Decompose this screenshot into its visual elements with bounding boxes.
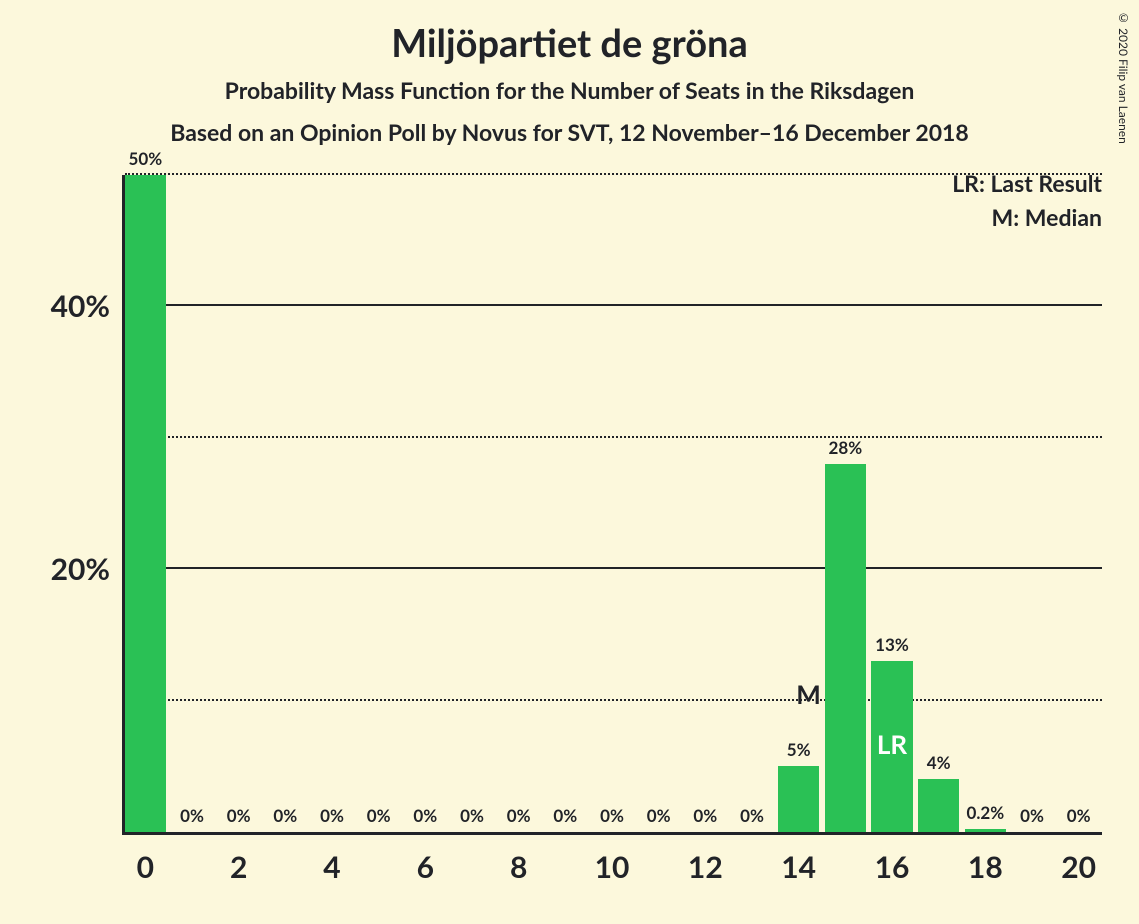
x-tick-label: 0 <box>137 849 154 885</box>
gridline <box>125 699 1102 701</box>
bar-value-label: 0% <box>320 805 344 826</box>
chart-subtitle-1: Probability Mass Function for the Number… <box>0 76 1139 104</box>
bar-value-label: 0% <box>1067 805 1091 826</box>
x-tick-label: 8 <box>510 849 527 885</box>
x-tick-label: 16 <box>875 849 910 885</box>
copyright-text: © 2020 Filip van Laenen <box>1116 10 1131 144</box>
bar-value-label: 0% <box>740 805 764 826</box>
bar <box>125 175 166 832</box>
bar <box>918 779 959 832</box>
bar <box>965 829 1006 832</box>
bar-value-label: 0.2% <box>966 802 1004 823</box>
chart-title: Miljöpartiet de gröna <box>0 20 1139 66</box>
bar-value-label: 0% <box>227 805 251 826</box>
last-result-annotation: LR <box>877 728 907 760</box>
y-tick-label: 40% <box>51 288 110 324</box>
bar <box>778 766 819 832</box>
bar-value-label: 13% <box>875 634 909 655</box>
bar-value-label: 28% <box>829 437 863 458</box>
x-tick-label: 12 <box>688 849 723 885</box>
x-tick-label: 14 <box>781 849 816 885</box>
bar-value-label: 0% <box>600 805 624 826</box>
x-tick-label: 6 <box>417 849 434 885</box>
bar-value-label: 0% <box>693 805 717 826</box>
chart-titles: Miljöpartiet de gröna Probability Mass F… <box>0 0 1139 146</box>
gridline <box>125 304 1102 306</box>
x-tick-label: 10 <box>595 849 630 885</box>
bar-value-label: 0% <box>413 805 437 826</box>
bar-value-label: 0% <box>367 805 391 826</box>
x-tick-label: 20 <box>1061 849 1096 885</box>
bar-value-label: 4% <box>927 752 951 773</box>
bar-value-label: 0% <box>1020 805 1044 826</box>
chart-subtitle-2: Based on an Opinion Poll by Novus for SV… <box>0 118 1139 146</box>
bar-value-label: 0% <box>507 805 531 826</box>
y-tick-label: 20% <box>51 551 110 587</box>
gridline <box>125 173 1102 175</box>
median-annotation: M <box>796 678 821 710</box>
bar-value-label: 0% <box>647 805 671 826</box>
x-tick-label: 4 <box>323 849 340 885</box>
bar <box>825 464 866 832</box>
bar-value-label: 0% <box>460 805 484 826</box>
x-tick-label: 18 <box>968 849 1003 885</box>
x-tick-label: 2 <box>230 849 247 885</box>
bar-value-label: 0% <box>180 805 204 826</box>
bar-value-label: 50% <box>129 148 163 169</box>
gridline <box>125 567 1102 569</box>
gridline <box>125 436 1102 438</box>
legend-m: M: Median <box>992 203 1102 231</box>
bar-value-label: 0% <box>553 805 577 826</box>
bar-value-label: 0% <box>273 805 297 826</box>
x-axis <box>122 832 1102 835</box>
bar-value-label: 5% <box>787 739 811 760</box>
chart-plot-area: LR: Last Result M: Median 20%40%02468101… <box>122 175 1102 835</box>
